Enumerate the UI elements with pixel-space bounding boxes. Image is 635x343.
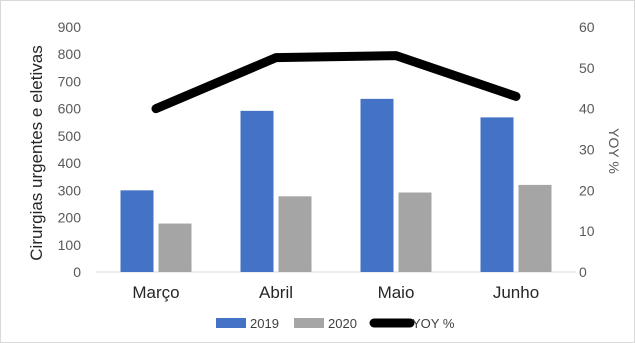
- bar-2020-maio: [398, 192, 432, 272]
- y2-tick-label: 0: [579, 264, 587, 280]
- bar-2019-abril: [240, 110, 274, 272]
- x-category-label: Junho: [493, 283, 539, 302]
- y-tick-label: 300: [58, 182, 82, 198]
- y2-axis-title: YOY %: [606, 128, 622, 174]
- bar-2019-maio: [360, 98, 394, 272]
- right-axis-ticks: 0 10 20 30 40 50 60: [579, 19, 595, 280]
- y-tick-label: 400: [58, 155, 82, 171]
- y-tick-label: 900: [58, 19, 82, 35]
- legend-label: 2019: [250, 316, 279, 331]
- bar-2020-março: [158, 223, 192, 272]
- bar-2019-março: [120, 190, 154, 272]
- y-tick-label: 600: [58, 101, 82, 117]
- legend-label: YOY %: [412, 316, 455, 331]
- legend-swatch-2019: [216, 318, 246, 328]
- bar-2020-junho: [518, 184, 552, 272]
- bar-series: [120, 98, 552, 272]
- bar-2019-junho: [480, 117, 514, 272]
- y-tick-label: 200: [58, 210, 82, 226]
- legend-swatch-2020: [294, 318, 324, 328]
- x-category-label: Abril: [259, 283, 293, 302]
- legend: 2019 2020 YOY %: [216, 316, 455, 331]
- yoy-line: [151, 51, 521, 114]
- category-labels: Março Abril Maio Junho: [132, 283, 539, 302]
- y-tick-label: 500: [58, 128, 82, 144]
- y-tick-label: 700: [58, 73, 82, 89]
- y2-tick-label: 40: [579, 101, 595, 117]
- left-axis-ticks: 0 100 200 300 400 500 600 700 800 900: [58, 19, 82, 280]
- y-tick-label: 100: [58, 237, 82, 253]
- y-tick-label: 0: [73, 264, 81, 280]
- y2-tick-label: 50: [579, 60, 595, 76]
- x-category-label: Maio: [378, 283, 415, 302]
- x-category-label: Março: [132, 283, 179, 302]
- y2-tick-label: 10: [579, 223, 595, 239]
- bar-2020-abril: [278, 196, 312, 272]
- y-axis-title: Cirurgias urgentes e eletivas: [27, 45, 46, 260]
- y2-tick-label: 60: [579, 19, 595, 35]
- y2-tick-label: 20: [579, 182, 595, 198]
- legend-label: 2020: [328, 316, 357, 331]
- y-tick-label: 800: [58, 46, 82, 62]
- y2-tick-label: 30: [579, 142, 595, 158]
